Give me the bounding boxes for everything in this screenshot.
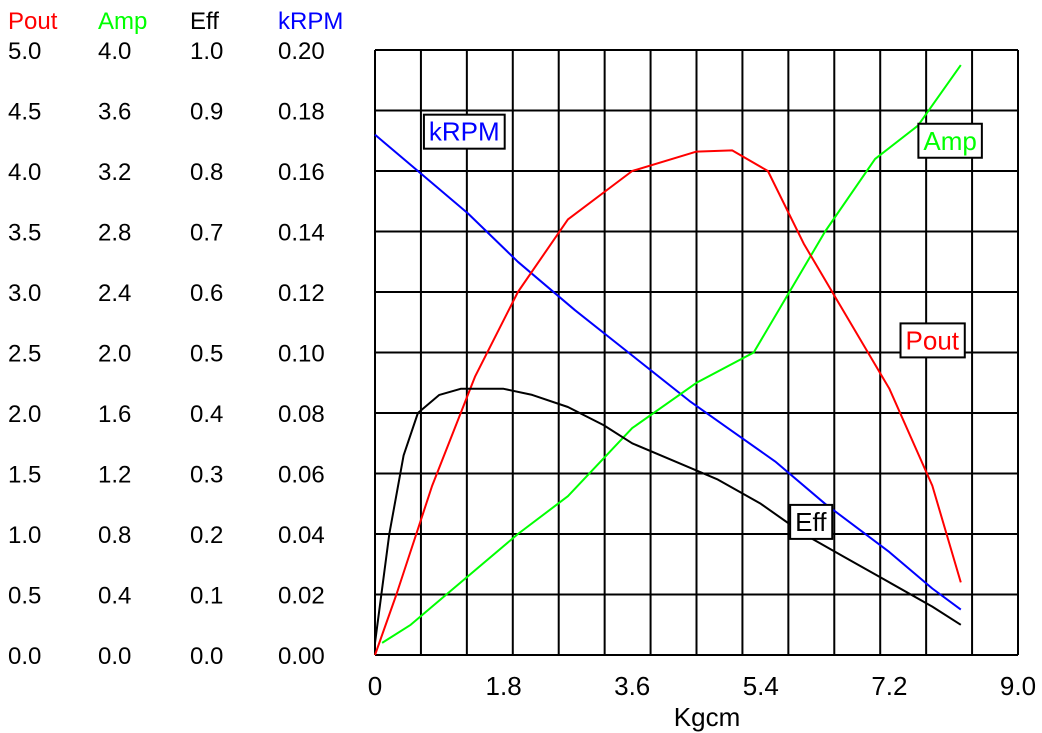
y-tick-label-pout: 2.5 (8, 341, 41, 368)
y-tick-label-amp: 2.0 (98, 341, 131, 368)
annotation-box (422, 113, 506, 150)
annotation-box (917, 122, 983, 159)
annotation-box (899, 322, 966, 359)
y-tick-label-krpm: 0.02 (278, 583, 325, 610)
annotation-amp: Amp (917, 122, 983, 159)
y-tick-label-krpm: 0.06 (278, 462, 325, 489)
annotation-krpm: kRPM (422, 113, 506, 150)
y-tick-label-krpm: 0.16 (278, 159, 325, 186)
y-tick-label-eff: 0.4 (190, 401, 223, 428)
annotation-pout: Pout (899, 322, 966, 359)
y-tick-label-pout: 3.0 (8, 280, 41, 307)
y-tick-label-eff: 0.8 (190, 159, 223, 186)
y-tick-label-pout: 0.5 (8, 583, 41, 610)
x-axis-label: Kgcm (674, 702, 740, 732)
y-tick-label-amp: 1.6 (98, 401, 131, 428)
y-tick-label-krpm: 0.12 (278, 280, 325, 307)
y-tick-label-eff: 0.2 (190, 522, 223, 549)
x-tick-label: 1.8 (486, 671, 522, 701)
y-tick-label-krpm: 0.14 (278, 220, 325, 247)
series-line-amp (381, 64, 962, 644)
annotation-box (789, 503, 834, 540)
x-tick-label: 9.0 (1000, 671, 1036, 701)
y-tick-label-eff: 0.7 (190, 220, 223, 247)
y-tick-label-pout: 1.0 (8, 522, 41, 549)
y-tick-label-eff: 1.0 (190, 38, 223, 65)
annotation-label: Pout (906, 325, 960, 355)
series-annotations: kRPM Amp Pout Eff (422, 113, 983, 540)
annotation-label: Eff (795, 507, 827, 537)
y-tick-label-amp: 2.8 (98, 220, 131, 247)
x-tick-label: 3.6 (614, 671, 650, 701)
annotation-label: Amp (923, 126, 976, 156)
y-tick-label-pout: 1.5 (8, 462, 41, 489)
y-tick-label-amp: 0.4 (98, 583, 131, 610)
axis-header-krpm: kRPM (278, 8, 343, 35)
series-line-pout (374, 149, 962, 656)
y-tick-label-amp: 3.6 (98, 99, 131, 126)
series-line-eff (374, 387, 962, 644)
plot-grid (374, 49, 1019, 656)
y-tick-label-amp: 3.2 (98, 159, 131, 186)
y-tick-label-eff: 0.5 (190, 341, 223, 368)
y-tick-label-pout: 3.5 (8, 220, 41, 247)
annotation-eff: Eff (789, 503, 834, 540)
y-tick-label-eff: 0.3 (190, 462, 223, 489)
y-tick-label-amp: 4.0 (98, 38, 131, 65)
annotation-label: kRPM (429, 117, 500, 147)
y-tick-label-krpm: 0.10 (278, 341, 325, 368)
y-tick-label-pout: 4.5 (8, 99, 41, 126)
y-tick-label-krpm: 0.20 (278, 38, 325, 65)
x-axis-ticks: 0 1.8 3.6 5.4 7.2 9.0 (368, 671, 1036, 701)
series-lines (374, 64, 962, 656)
axis-header-amp: Amp (98, 8, 147, 35)
y-tick-label-krpm: 0.00 (278, 643, 325, 670)
y-tick-label-krpm: 0.18 (278, 99, 325, 126)
series-line-krpm (374, 133, 962, 611)
y-tick-label-krpm: 0.08 (278, 401, 325, 428)
y-tick-label-eff: 0.1 (190, 583, 223, 610)
axis-header-pout: Pout (8, 8, 58, 35)
y-tick-label-pout: 4.0 (8, 159, 41, 186)
x-tick-label: 7.2 (871, 671, 907, 701)
y-tick-label-pout: 0.0 (8, 643, 41, 670)
y-axis-columns: Pout 0.0 0.5 1.0 1.5 2.0 2.5 3.0 3.5 4.0 4.5 5.0 Amp… (8, 8, 343, 670)
y-tick-label-amp: 1.2 (98, 462, 131, 489)
y-tick-label-amp: 0.8 (98, 522, 131, 549)
y-tick-label-eff: 0.0 (190, 643, 223, 670)
y-tick-label-amp: 0.0 (98, 643, 131, 670)
y-tick-label-eff: 0.6 (190, 280, 223, 307)
axis-header-eff: Eff (190, 8, 219, 35)
y-tick-label-pout: 5.0 (8, 38, 41, 65)
y-tick-label-amp: 2.4 (98, 280, 131, 307)
y-tick-label-pout: 2.0 (8, 401, 41, 428)
x-tick-label: 5.4 (743, 671, 779, 701)
y-tick-label-krpm: 0.04 (278, 522, 325, 549)
x-tick-label: 0 (368, 671, 382, 701)
y-tick-label-eff: 0.9 (190, 99, 223, 126)
